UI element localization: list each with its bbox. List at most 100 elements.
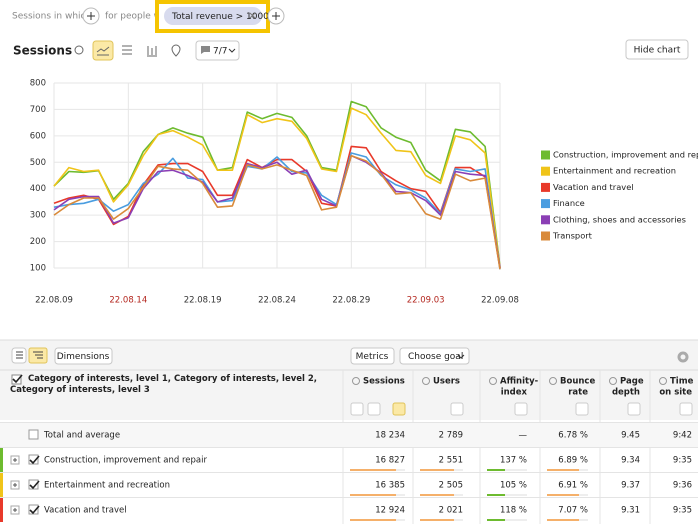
column-header: Users: [433, 377, 460, 387]
legend-label: Clothing, shoes and accessories: [553, 214, 686, 224]
row-color: [0, 448, 3, 472]
view-icon: [368, 403, 380, 415]
legend-swatch: [541, 232, 550, 241]
legend-swatch: [541, 215, 550, 224]
cell: 137 %: [500, 456, 527, 466]
cell: 16 827: [375, 456, 405, 466]
button-label: Dimensions: [57, 352, 110, 362]
cell: 2 789: [439, 431, 463, 441]
column-header: rate: [568, 388, 588, 398]
row-label: Construction, improvement and repair: [44, 456, 207, 466]
legend-swatch: [541, 199, 550, 208]
cell-bar: [420, 519, 454, 521]
cell-bar: [547, 469, 579, 471]
cell: 9:35: [673, 456, 692, 466]
y-tick-label: 200: [30, 237, 46, 247]
add-filter[interactable]: [83, 8, 99, 24]
cell: 6.89 %: [558, 456, 588, 466]
x-tick-label: 22.08.24: [258, 296, 296, 306]
legend-label: Transport: [552, 231, 593, 241]
legend: Construction, improvement and repairEnte…: [541, 150, 698, 241]
dimension-header-text: Category of interests, level 1, Category…: [10, 374, 340, 396]
cell: 6.78 %: [558, 431, 588, 441]
cell: 118 %: [500, 506, 527, 516]
y-tick-label: 300: [30, 211, 46, 221]
x-tick-label: 22.08.09: [35, 296, 73, 306]
x-tick-label: 22.08.19: [184, 296, 222, 306]
y-tick-label: 700: [30, 105, 46, 115]
cell: 9:36: [673, 481, 692, 491]
cell-bar: [487, 494, 505, 496]
cell: 9.45: [621, 431, 640, 441]
column-header: index: [501, 388, 528, 398]
chart-type-icons[interactable]: [75, 41, 180, 60]
legend-swatch: [541, 167, 550, 176]
cell: 6.91 %: [558, 481, 588, 491]
x-tick-label: 22.09.08: [481, 296, 519, 306]
cell-bar: [420, 494, 454, 496]
cell: 9.37: [621, 481, 640, 491]
chart-title: Sessions: [13, 44, 72, 58]
cell-bar: [487, 469, 505, 471]
view-icon[interactable]: [393, 403, 405, 415]
cell-bar: [350, 469, 396, 471]
y-tick-label: 400: [30, 184, 46, 194]
cell: 2 551: [439, 456, 463, 466]
add-filter[interactable]: [268, 8, 284, 24]
x-tick-label: 22.09.03: [407, 296, 445, 306]
x-tick-label: 22.08.29: [332, 296, 370, 306]
legend-label: Entertainment and recreation: [553, 166, 676, 176]
column-header: Affinity-: [500, 377, 539, 387]
series-counter: 7/7: [213, 47, 227, 57]
cell-bar: [487, 519, 505, 521]
column-header: Time: [670, 377, 694, 387]
legend-swatch: [541, 183, 550, 192]
view-icon[interactable]: [451, 403, 463, 415]
cell: 9:35: [673, 506, 692, 516]
cell: 2 505: [439, 481, 463, 491]
view-icon[interactable]: [515, 403, 527, 415]
x-tick-label: 22.08.14: [109, 296, 147, 306]
y-tick-label: 100: [30, 264, 46, 274]
y-tick-label: 800: [30, 79, 46, 89]
chart: 100 200 300 400 500 600 700 800 22.08.09 22.08.14…: [30, 79, 519, 306]
cell: 18 234: [375, 431, 405, 441]
row-label: Total and average: [43, 431, 120, 441]
y-tick-label: 500: [30, 158, 46, 168]
view-icon[interactable]: [680, 403, 692, 415]
view-icon[interactable]: [628, 403, 640, 415]
view-icon[interactable]: [576, 403, 588, 415]
cell: 9:42: [673, 431, 692, 441]
cell-bar: [350, 519, 396, 521]
cell: 9.34: [621, 456, 640, 466]
y-tick-label: 600: [30, 131, 46, 141]
row-color: [0, 498, 3, 522]
button-label: Metrics: [356, 352, 389, 362]
column-header: Bounce: [560, 377, 595, 387]
checkbox[interactable]: [29, 430, 38, 439]
cell-bar: [420, 469, 454, 471]
cell: 2 021: [439, 506, 463, 516]
cell: 105 %: [500, 481, 527, 491]
cell: 7.07 %: [558, 506, 588, 516]
row-label: Entertainment and recreation: [44, 481, 170, 491]
filter-prefix: Sessions in which: [12, 12, 91, 22]
row-color: [0, 473, 3, 497]
cell-bar: [547, 519, 579, 521]
cell-bar: [350, 494, 396, 496]
cell: 9.31: [621, 506, 640, 516]
legend-label: Finance: [553, 198, 585, 208]
row-label: Vacation and travel: [44, 506, 127, 516]
view-icon: [351, 403, 363, 415]
cell: 12 924: [375, 506, 405, 516]
column-header: on site: [659, 388, 692, 398]
dimension-header: Category of interests, level 1, Category…: [10, 374, 340, 404]
legend-label: Vacation and travel: [553, 182, 634, 192]
hide-chart-label: Hide chart: [634, 46, 681, 56]
column-header: Page: [620, 377, 644, 387]
cell-bar: [547, 494, 579, 496]
column-header: Sessions: [363, 377, 405, 387]
legend-swatch: [541, 151, 550, 160]
column-header: depth: [612, 388, 640, 398]
